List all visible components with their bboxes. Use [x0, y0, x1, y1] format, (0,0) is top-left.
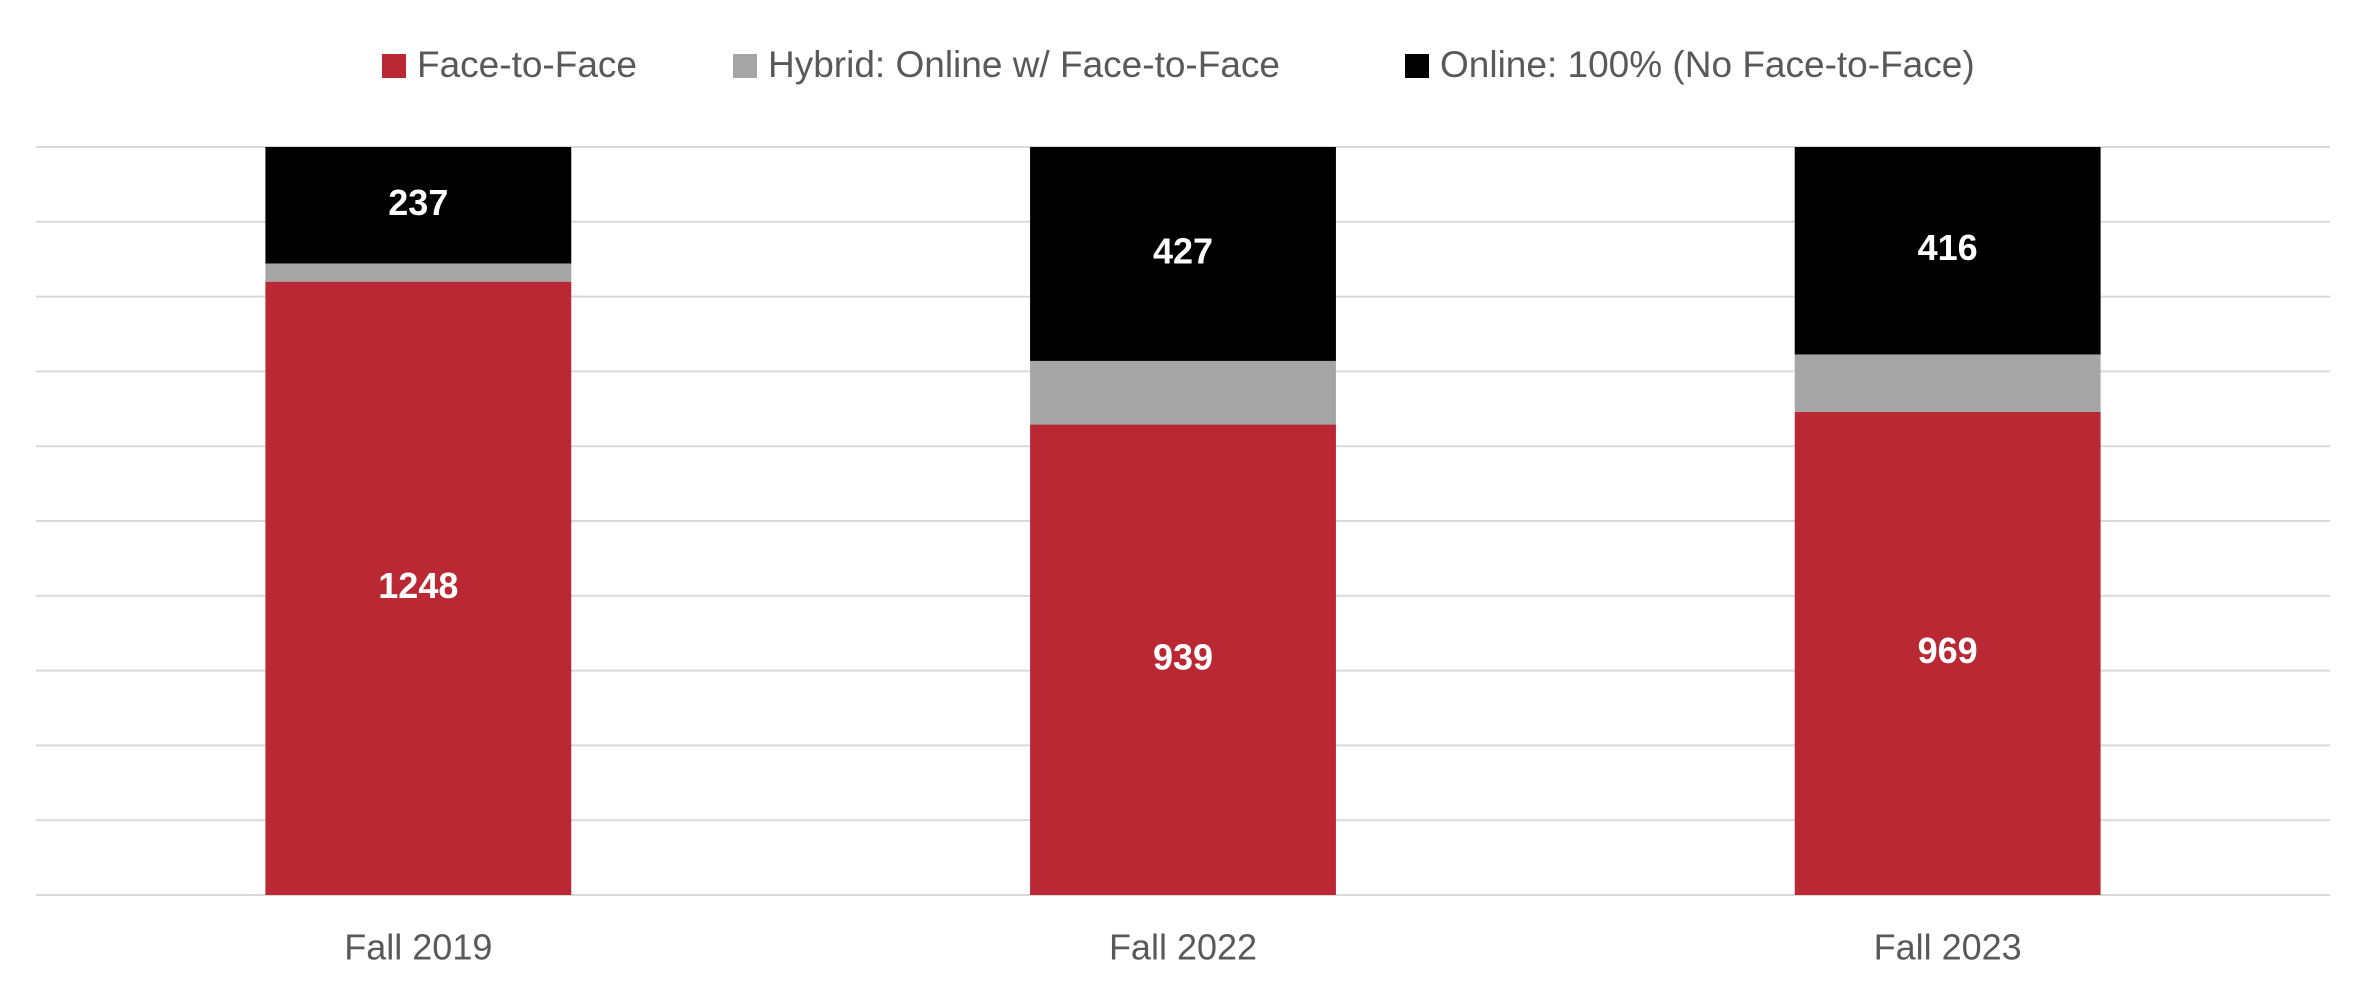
- data-label: 237: [388, 182, 448, 223]
- data-label: 1248: [378, 565, 458, 606]
- bar-segment: [1030, 360, 1336, 425]
- bar-segment: [1794, 147, 2101, 355]
- data-label: 969: [1918, 630, 1978, 671]
- bar-segment: [1794, 411, 2101, 895]
- bar-segment: [1794, 354, 2101, 412]
- data-label: 427: [1153, 230, 1213, 271]
- legend-swatch: [1405, 54, 1429, 78]
- x-tick-label: Fall 2022: [1109, 927, 1257, 968]
- bar-segment: [265, 281, 572, 895]
- bar-segment: [265, 263, 572, 282]
- x-tick-label: Fall 2019: [344, 927, 492, 968]
- legend-swatch: [733, 54, 757, 78]
- legend-swatch: [382, 54, 406, 78]
- legend-label: Hybrid: Online w/ Face-to-Face: [768, 44, 1280, 85]
- legend-label: Face-to-Face: [417, 44, 637, 85]
- bar-segment: [1030, 424, 1336, 895]
- bar-segment: [1030, 147, 1336, 361]
- bar-segment: [265, 147, 572, 264]
- data-label: 416: [1918, 227, 1978, 268]
- data-label: 939: [1153, 636, 1213, 677]
- legend-label: Online: 100% (No Face-to-Face): [1440, 44, 1975, 85]
- x-tick-label: Fall 2023: [1874, 927, 2022, 968]
